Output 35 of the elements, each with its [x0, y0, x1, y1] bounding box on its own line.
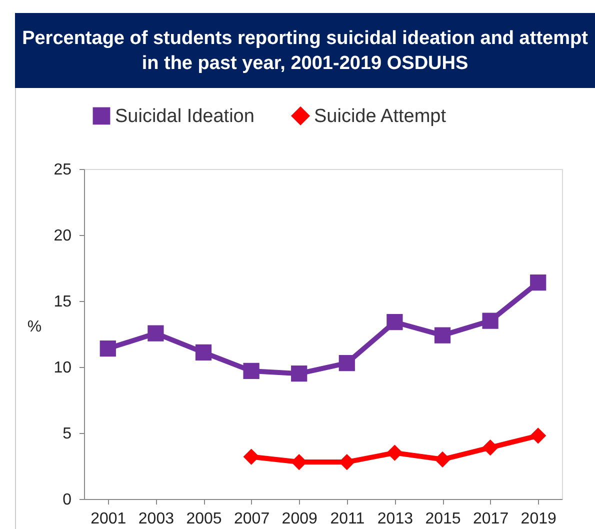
y-tick-label: 10: [54, 360, 72, 377]
x-tick-label: 2009: [282, 510, 318, 528]
x-tick-label: 2005: [186, 510, 222, 528]
point: [482, 440, 498, 456]
x-tick-label: 2017: [473, 510, 509, 528]
point: [530, 274, 546, 291]
y-tick-label: 0: [62, 492, 72, 509]
y-axis-title: %: [27, 318, 42, 336]
y-tick-label: 25: [54, 162, 72, 179]
point: [338, 355, 355, 372]
y-tick-label: 20: [54, 228, 72, 245]
point: [434, 328, 451, 344]
point: [100, 340, 116, 357]
point: [386, 445, 403, 462]
point: [482, 313, 498, 330]
legend-label: Suicidal Ideation: [115, 106, 254, 128]
y-tick-label: 5: [62, 426, 72, 443]
point: [386, 314, 403, 331]
chart-title: Percentage of students reporting suicidal ideation and attempt in the past year, 2001-2019 OSDUHS: [15, 13, 595, 88]
x-tick-label: 2003: [138, 510, 174, 528]
x-tick-label: 2015: [425, 510, 461, 528]
point: [434, 452, 451, 468]
point: [291, 366, 308, 382]
x-tick-label: 2007: [234, 510, 270, 528]
point: [148, 326, 164, 342]
point: [530, 428, 546, 444]
point: [243, 363, 260, 380]
x-tick-label: 2001: [90, 510, 126, 528]
legend-label: Suicide Attempt: [314, 106, 447, 128]
x-tick-label: 2011: [330, 510, 365, 528]
x-tick-label: 2013: [377, 510, 414, 528]
x-tick-label: 2019: [520, 510, 556, 528]
point: [243, 449, 260, 466]
y-tick-label: 15: [54, 294, 72, 311]
point: [195, 344, 212, 361]
